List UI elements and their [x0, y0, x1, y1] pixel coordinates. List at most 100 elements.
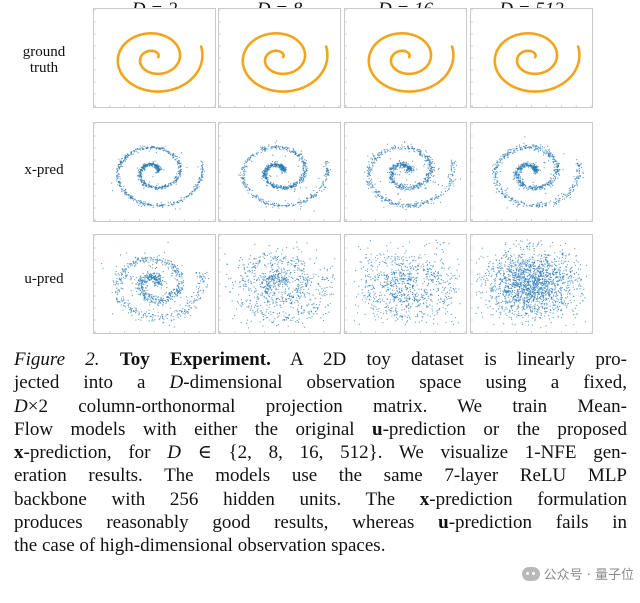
scatter-point: [367, 167, 369, 170]
scatter-point: [511, 198, 513, 201]
scatter-point: [201, 175, 203, 177]
scatter-point: [412, 185, 415, 187]
scatter-point: [532, 184, 534, 186]
scatter-point: [452, 163, 454, 165]
scatter-point: [301, 176, 303, 178]
scatter-point: [517, 175, 520, 177]
scatter-point: [159, 165, 161, 167]
scatter-point: [519, 168, 522, 170]
scatter-point: [328, 174, 330, 176]
scatter-point: [371, 184, 373, 186]
scatter-point: [145, 311, 148, 313]
scatter-point: [532, 165, 534, 167]
scatter-point: [394, 145, 397, 147]
scatter-point: [554, 176, 556, 178]
scatter-point: [143, 187, 145, 189]
scatter-point: [582, 171, 584, 173]
scatter-point: [535, 148, 537, 150]
scatter-point: [406, 169, 408, 172]
scatter-point: [147, 186, 149, 188]
scatter-point: [265, 173, 267, 175]
scatter-point: [267, 204, 269, 206]
scatter-point: [144, 164, 147, 166]
scatter-point: [283, 165, 285, 167]
scatter-point: [177, 178, 179, 180]
scatter-point: [292, 183, 294, 185]
scatter-point: [260, 151, 262, 154]
scatter-point: [262, 278, 264, 280]
scatter-point: [135, 283, 137, 286]
scatter-point: [122, 298, 124, 300]
scatter-point: [118, 277, 120, 279]
scatter-point: [198, 288, 200, 290]
scatter-point: [550, 177, 552, 179]
scatter-point: [116, 287, 118, 289]
scatter-point: [142, 170, 144, 172]
scatter-point: [139, 281, 141, 283]
scatter-point: [144, 260, 146, 262]
scatter-point: [148, 203, 151, 206]
scatter-point: [390, 168, 392, 171]
scatter-point: [514, 172, 516, 174]
scatter-point: [265, 202, 267, 204]
scatter-point: [408, 204, 410, 206]
scatter-point: [159, 298, 161, 300]
scatter-point: [164, 251, 166, 253]
scatter-point: [555, 198, 557, 200]
scatter-point: [116, 299, 118, 301]
scatter-point: [524, 185, 527, 188]
scatter-point: [496, 166, 498, 168]
scatter-point: [140, 292, 142, 295]
scatter-point: [133, 310, 136, 312]
scatter-point: [117, 273, 119, 275]
scatter-point: [148, 296, 151, 298]
scatter-point: [566, 194, 568, 196]
scatter-point: [122, 296, 124, 298]
scatter-point: [116, 175, 118, 177]
scatter-point: [154, 186, 156, 188]
scatter-point: [322, 184, 324, 187]
scatter-point: [507, 156, 509, 158]
scatter-point: [152, 308, 154, 310]
scatter-point: [381, 195, 383, 197]
scatter-point: [401, 146, 403, 148]
scatter-point: [278, 298, 281, 301]
scatter-point: [385, 194, 387, 196]
scatter-point: [246, 276, 248, 278]
scatter-point: [430, 174, 432, 176]
scatter-point: [498, 161, 500, 164]
scatter-point: [496, 187, 498, 190]
scatter-point: [164, 259, 167, 261]
scatter-point: [430, 156, 432, 159]
scatter-point: [551, 180, 554, 182]
panel-ground-truth-d16: D = 16: [344, 0, 467, 108]
scatter-point: [378, 152, 380, 154]
scatter-point: [124, 188, 127, 190]
scatter-point: [498, 185, 500, 187]
scatter-point: [281, 170, 283, 172]
scatter-point: [174, 177, 176, 179]
scatter-point: [176, 200, 179, 203]
scatter-point: [552, 181, 554, 183]
scatter-point: [152, 161, 154, 163]
scatter-point: [390, 176, 392, 178]
scatter-point: [370, 180, 372, 182]
scatter-point: [136, 258, 138, 260]
scatter-point: [117, 172, 119, 175]
scatter-point: [152, 146, 154, 148]
scatter-point: [506, 191, 508, 194]
scatter-point: [405, 171, 408, 173]
scatter-point: [154, 278, 156, 280]
scatter-point: [284, 155, 286, 157]
scatter-point: [430, 168, 432, 170]
scatter-point: [453, 185, 455, 187]
scatter-point: [176, 310, 178, 312]
scatter-point: [397, 202, 399, 204]
scatter-point: [448, 188, 450, 190]
scatter-point: [306, 277, 308, 279]
scatter-point: [369, 183, 371, 185]
scatter-point: [538, 206, 541, 208]
scatter-point: [155, 283, 157, 285]
scatter-point: [274, 186, 276, 188]
scatter-point: [178, 200, 180, 202]
